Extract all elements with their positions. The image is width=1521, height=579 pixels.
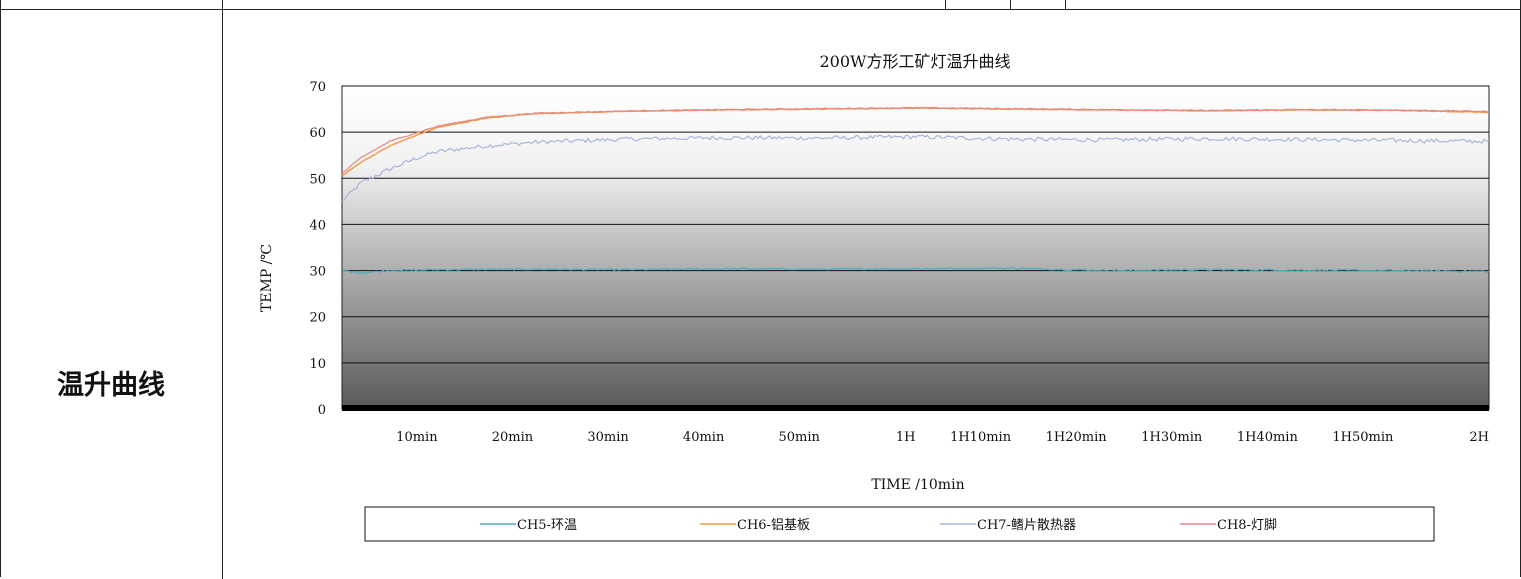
chart-title: 200W方形工矿灯温升曲线 <box>820 52 1011 71</box>
x-tick-label: 1H <box>896 430 916 445</box>
x-tick-label: 10min <box>396 430 438 445</box>
series-line <box>341 134 1490 202</box>
x-tick-label: 1H30min <box>1141 430 1203 445</box>
legend-entry: CH7-鳍片散热器 <box>977 518 1076 533</box>
x-tick-label: 1H20min <box>1046 430 1108 445</box>
chart-legend: CH5-环温 CH6-铝基板 CH7-鳍片散热器 CH8-灯脚 <box>364 506 1435 542</box>
y-tick-label: 0 <box>318 403 326 418</box>
series-line <box>341 267 1490 275</box>
legend-box <box>364 506 1435 542</box>
y-tick-label: 60 <box>309 126 326 141</box>
table-cell-divider <box>945 0 946 9</box>
table-top-border <box>0 9 1521 10</box>
x-axis-label: TIME /10min <box>871 477 964 493</box>
plot-area <box>341 85 1490 410</box>
x-axis-band <box>342 405 1489 411</box>
y-tick-label: 70 <box>309 80 326 95</box>
y-tick-label: 20 <box>309 311 326 326</box>
legend-entry: CH6-铝基板 <box>737 518 810 533</box>
legend-entry: CH8-灯脚 <box>1217 517 1277 533</box>
y-tick-label: 50 <box>309 172 326 187</box>
x-tick-label: 1H10min <box>950 430 1012 445</box>
x-tick-label: 30min <box>587 430 629 445</box>
x-tick-label: 2H <box>1469 430 1489 445</box>
x-tick-label: 20min <box>492 430 534 445</box>
x-tick-label: 1H40min <box>1237 430 1299 445</box>
series-line <box>341 106 1490 174</box>
y-tick-label: 40 <box>309 218 326 233</box>
x-tick-label: 40min <box>683 430 725 445</box>
table-cell-divider <box>1010 0 1011 9</box>
row-label: 温升曲线 <box>57 370 165 401</box>
y-axis-label: TEMP /℃ <box>259 244 275 312</box>
legend-entry: CH5-环温 <box>517 518 577 533</box>
table-cell-divider <box>1065 0 1066 9</box>
table-column-divider <box>222 0 223 579</box>
x-tick-label: 1H50min <box>1332 430 1394 445</box>
x-tick-label: 50min <box>779 430 821 445</box>
y-tick-label: 10 <box>309 357 326 372</box>
y-tick-label: 30 <box>309 265 326 280</box>
